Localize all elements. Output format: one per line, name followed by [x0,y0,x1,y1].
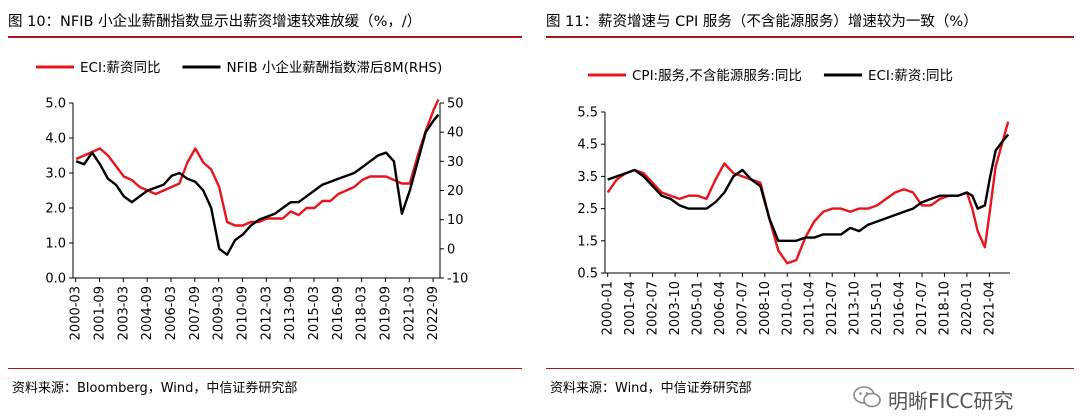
x-tick-label: 2017-07 [915,281,930,335]
y-right-tick-label: 0 [447,242,455,257]
watermark: 明晰FICC研究 [852,384,1076,413]
x-tick-label: 2018-03 [355,286,370,340]
x-tick-label: 2001-04 [623,281,638,335]
x-tick-label: 2003-03 [116,286,131,340]
series-line [607,133,1010,243]
y-tick-label: 3.0 [45,167,66,182]
x-tick-label: 2016-04 [893,281,908,335]
x-tick-label: 2016-09 [331,286,346,340]
title-rule [8,36,522,38]
source-rule [8,368,522,369]
series-line [606,121,1010,265]
x-tick-label: 2004-09 [140,286,155,340]
x-tick-label: 2007-09 [188,286,203,340]
x-tick-label: 2006-03 [164,286,179,340]
x-tick-label: 2005-01 [690,281,705,335]
series-line [75,113,440,256]
x-tick-label: 2021-03 [402,286,417,340]
source-note: 资料来源：Bloomberg，Wind，中信证券研究部 [12,381,298,396]
x-tick-label: 2003-10 [668,281,683,335]
x-tick-label: 2011-04 [803,281,818,335]
y-tick-label: 4.0 [45,132,66,147]
x-tick-label: 2015-03 [307,286,322,340]
y-tick-label: 1.0 [45,237,66,252]
y-right-tick-label: 10 [447,213,464,228]
x-tick-label: 2018-10 [937,281,952,335]
legend-entry: NFIB 小企业薪酬指数滞后8M(RHS) [227,59,443,76]
title-rule [546,36,1074,38]
legend-entry: ECI:薪资:同比 [868,68,953,84]
y-tick-label: 4.5 [577,138,598,153]
y-right-tick-label: 30 [447,155,464,170]
series-line [75,99,440,227]
x-tick-label: 2022-09 [426,286,441,340]
y-tick-label: 5.0 [45,97,66,112]
x-tick-label: 2012-03 [259,286,274,340]
source-note: 资料来源：Wind，中信证券研究部 [550,381,752,396]
x-tick-label: 2015-01 [870,281,885,335]
y-right-tick-label: 20 [447,184,464,199]
source-rule [546,368,1074,369]
x-tick-label: 2006-04 [713,281,728,335]
x-tick-label: 2009-03 [212,286,227,340]
y-tick-label: 1.5 [577,234,598,249]
y-tick-label: 0.0 [45,272,66,287]
x-tick-label: 2019-09 [378,286,393,340]
chart-10-plot: ECI:薪资同比 NFIB 小企业薪酬指数滞后8M(RHS) 0.0 1.0 2.0 3.… [36,59,468,340]
y-right-tick-label: 40 [447,126,464,141]
figure-10-panel: 图 10：NFIB 小企业薪酬指数显示出薪资增速较难放缓（%，/） ECI:薪资… [0,0,528,416]
x-tick-label: 2000-01 [601,281,616,335]
legend-entry: ECI:薪资同比 [80,60,161,76]
x-tick-label: 2007-07 [735,281,750,335]
y-tick-label: 2.5 [577,202,598,217]
x-tick-label: 2000-03 [69,286,84,340]
x-tick-label: 2013-10 [848,281,863,335]
x-tick-label: 2013-09 [283,286,298,340]
x-tick-label: 2008-10 [758,281,773,335]
y-tick-label: 5.5 [577,106,598,121]
chart-title: 图 11：薪资增速与 CPI 服务（不含能源服务）增速较为一致（%） [546,14,978,30]
x-tick-label: 2021-04 [982,281,997,335]
watermark-text: 明晰FICC研究 [888,389,1014,413]
y-right-tick-label: -10 [447,272,468,287]
figure-11-panel: 图 11：薪资增速与 CPI 服务（不含能源服务）增速较为一致（%） CPI:服… [538,0,1080,416]
y-tick-label: 2.0 [45,202,66,217]
x-tick-label: 2020-01 [960,281,975,335]
legend-entry: CPI:服务,不含能源服务:同比 [632,68,802,84]
x-tick-label: 2002-07 [646,281,661,335]
chart-title: 图 10：NFIB 小企业薪酬指数显示出薪资增速较难放缓（%，/） [8,14,422,30]
x-tick-label: 2012-07 [825,281,840,335]
chart-11-plot: CPI:服务,不含能源服务:同比 ECI:薪资:同比 0.5 1.5 2.5 3.5 4.5… [577,68,1010,335]
y-right-tick-label: 50 [447,97,464,112]
y-tick-label: 3.5 [577,170,598,185]
x-tick-label: 2010-01 [780,281,795,335]
y-tick-label: 0.5 [577,267,598,282]
x-tick-label: 2001-09 [92,286,107,340]
wechat-bubble-icon [853,386,881,408]
x-tick-label: 2010-09 [235,286,250,340]
